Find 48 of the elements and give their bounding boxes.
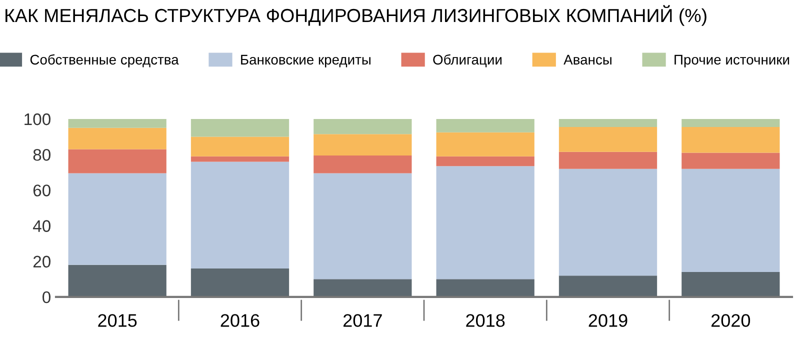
bar [682,272,780,297]
y-tick-label: 60 [33,184,50,196]
bar [436,118,534,132]
bar [558,168,658,276]
bar [190,162,290,268]
legend-label: Прочие источники [674,54,790,68]
bar [436,279,534,297]
y-tick-label: 40 [32,220,50,232]
legend-label: Собственные средства [30,54,179,68]
bar [314,118,412,134]
bar [314,155,412,174]
legend-label: Банковские кредиты [241,54,370,68]
bar [682,118,780,127]
bar [68,118,166,128]
bar [558,276,658,297]
bar [314,134,412,156]
legend-label: Облигации [433,54,502,68]
x-tick-label: 2019 [588,314,628,327]
bar [190,118,290,137]
y-tick-label: 100 [24,113,50,126]
bar [190,136,290,156]
x-tick-label: 2017 [343,314,382,327]
x-tick-label: 2020 [711,314,750,327]
bar [436,132,534,156]
chart-title: КАК МЕНЯЛАСЬ СТРУКТУРА ФОНДИРОВАНИЯ ЛИЗИНГОВЫХ КОМПАНИЙ (%) [6,5,706,26]
bar [682,152,780,169]
bar [436,166,534,280]
bar [314,173,412,280]
bar [682,168,780,272]
bar [190,268,290,297]
bar [314,279,412,297]
bar [558,127,658,152]
bar [68,264,166,297]
bar [68,128,166,150]
y-tick-label: 80 [33,148,50,161]
x-tick-label: 2016 [220,314,260,327]
y-tick-label: 0 [42,291,50,304]
x-tick-label: 2018 [466,314,505,327]
bar [190,156,290,162]
y-tick-label: 20 [33,256,50,268]
bar [68,173,166,265]
bar [682,127,780,153]
x-tick-label: 2015 [98,314,137,327]
legend-label: Авансы [564,54,612,65]
bar [558,118,658,127]
bar [68,149,166,174]
bar [558,152,658,169]
bar [436,156,534,166]
